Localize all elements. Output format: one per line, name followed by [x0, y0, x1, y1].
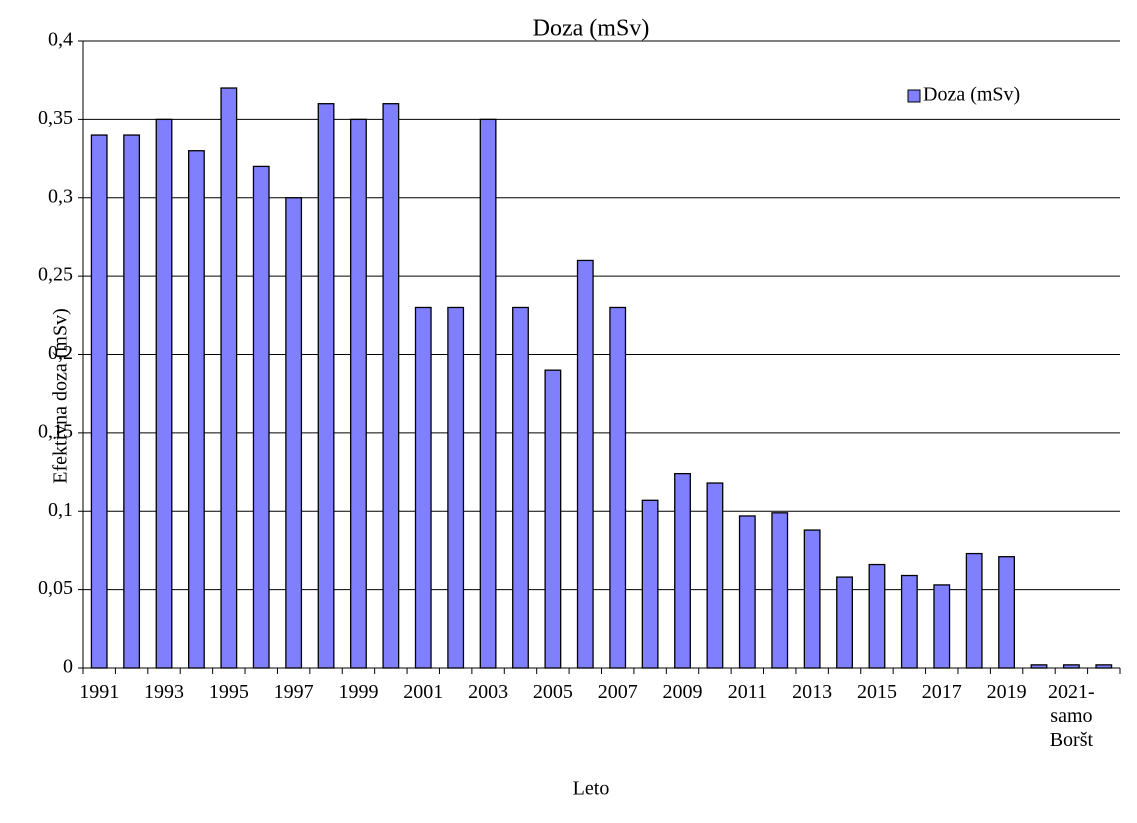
x-axis-title: Leto: [573, 778, 610, 800]
bar: [900, 574, 918, 669]
x-tick-label: 2019: [986, 681, 1027, 703]
bar: [220, 87, 238, 669]
y-tick-label: 0,25: [38, 264, 73, 286]
bar: [803, 529, 821, 669]
bar: [738, 515, 756, 669]
bar: [123, 134, 141, 669]
x-tick-label: 2013: [792, 681, 833, 703]
bar: [965, 552, 983, 669]
bar: [479, 118, 497, 669]
bar: [1062, 664, 1080, 669]
y-tick-label: 0,2: [48, 342, 73, 364]
bar: [414, 306, 432, 669]
x-tick-label: 2005: [532, 681, 573, 703]
y-tick-label: 0,35: [38, 107, 73, 129]
bar: [609, 306, 627, 669]
y-tick-label: 0,4: [48, 29, 73, 51]
legend-swatch: [907, 89, 921, 103]
bar: [447, 306, 465, 669]
x-tick-label: 1995: [208, 681, 249, 703]
x-tick-label: 2003: [468, 681, 509, 703]
x-tick-label: 1997: [273, 681, 314, 703]
x-tick-label: 2021- samo Boršt: [1048, 681, 1095, 751]
bar: [641, 499, 659, 669]
x-tick-label: 1993: [144, 681, 185, 703]
y-tick-label: 0,15: [38, 420, 73, 442]
bar: [576, 259, 594, 669]
bar: [1095, 664, 1113, 669]
bar: [252, 165, 270, 669]
x-tick-label: 2007: [597, 681, 638, 703]
bar: [90, 134, 108, 669]
bar: [933, 584, 951, 669]
x-tick-label: 1999: [338, 681, 379, 703]
y-tick-label: 0: [63, 656, 73, 678]
bar: [187, 150, 205, 669]
x-tick-label: 2011: [727, 681, 767, 703]
bar: [771, 512, 789, 669]
bar: [285, 197, 303, 669]
bar: [1030, 664, 1048, 669]
y-tick-label: 0,1: [48, 499, 73, 521]
bar: [868, 563, 886, 669]
bar: [836, 576, 853, 669]
bar: [512, 306, 529, 669]
y-tick-label: 0,3: [48, 185, 73, 207]
bar: [998, 556, 1016, 669]
x-tick-label: 2015: [856, 681, 897, 703]
bar: [544, 369, 562, 669]
bar: [350, 118, 367, 669]
x-tick-label: 2017: [921, 681, 962, 703]
x-tick-label: 2009: [662, 681, 703, 703]
bar: [382, 103, 400, 669]
bar: [674, 472, 691, 669]
y-tick-label: 0,05: [38, 577, 73, 599]
bar: [317, 103, 335, 669]
x-tick-label: 2001: [403, 681, 444, 703]
chart-title: Doza (mSv): [533, 16, 650, 42]
bar: [706, 482, 724, 669]
y-axis-title: Efektivna doza (mSv): [50, 308, 72, 484]
bar: [155, 118, 173, 669]
legend-label: Doza (mSv): [923, 84, 1020, 106]
x-tick-label: 1991: [79, 681, 120, 703]
